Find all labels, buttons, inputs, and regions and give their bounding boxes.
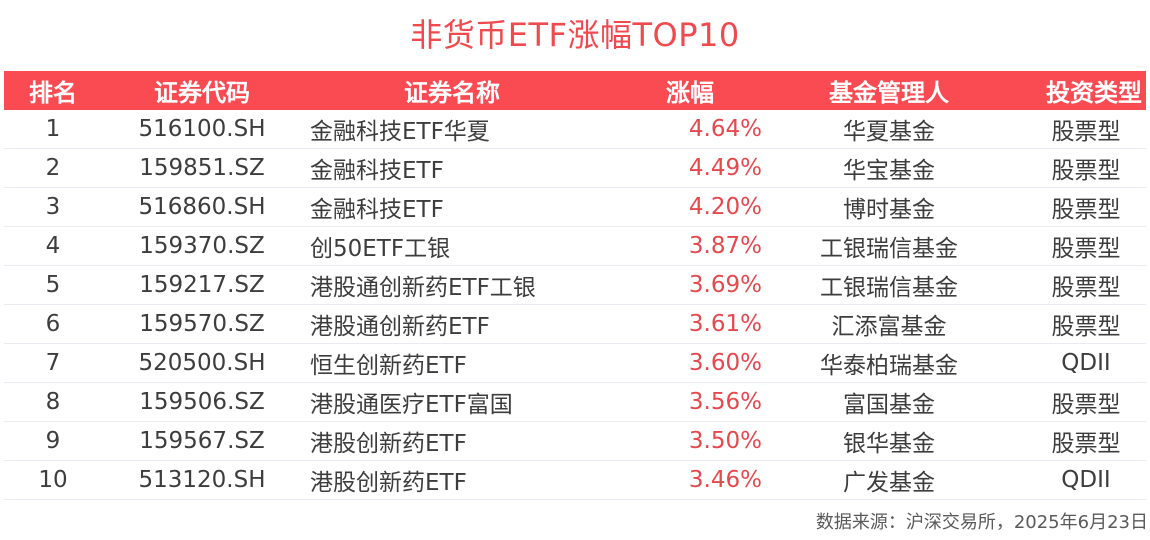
- manager-cell: 华宝基金: [843, 158, 935, 184]
- name-cell: 港股创新药ETF: [310, 431, 467, 457]
- manager-cell: 工银瑞信基金: [820, 275, 958, 301]
- code-cell: 520500.SH: [138, 350, 266, 376]
- name-cell: 金融科技ETF: [310, 158, 444, 184]
- code-cell: 516100.SH: [138, 116, 266, 142]
- name-cell: 港股通创新药ETF: [310, 314, 490, 340]
- change-cell: 4.49%: [688, 155, 762, 181]
- table-row: 9 159567.SZ 港股创新药ETF 3.50% 银华基金 股票型: [4, 422, 1146, 461]
- change-cell: 3.69%: [688, 272, 762, 298]
- code-cell: 513120.SH: [138, 467, 266, 493]
- type-cell: 股票型: [1051, 392, 1121, 418]
- rank-cell: 9: [45, 428, 61, 454]
- code-cell: 159570.SZ: [139, 311, 265, 337]
- type-cell: 股票型: [1051, 197, 1121, 223]
- table-header: 排名 证券代码 证券名称 涨幅 基金管理人 投资类型: [4, 71, 1146, 110]
- name-cell: 创50ETF工银: [310, 236, 451, 262]
- table-row: 8 159506.SZ 港股通医疗ETF富国 3.56% 富国基金 股票型: [4, 383, 1146, 422]
- header-rank: 排名: [29, 79, 77, 107]
- table-row: 6 159570.SZ 港股通创新药ETF 3.61% 汇添富基金 股票型: [4, 305, 1146, 344]
- change-cell: 4.20%: [688, 194, 762, 220]
- header-name: 证券名称: [404, 79, 500, 107]
- type-cell: 股票型: [1051, 158, 1121, 184]
- change-cell: 3.87%: [688, 233, 762, 259]
- change-cell: 3.46%: [688, 467, 762, 493]
- type-cell: 股票型: [1051, 314, 1121, 340]
- change-cell: 4.64%: [688, 116, 762, 142]
- table-row: 10 513120.SH 港股创新药ETF 3.46% 广发基金 QDII: [4, 461, 1146, 500]
- page-title: 非货币ETF涨幅TOP10: [410, 16, 740, 54]
- manager-cell: 广发基金: [843, 470, 935, 496]
- table-row: 3 516860.SH 金融科技ETF 4.20% 博时基金 股票型: [4, 188, 1146, 227]
- code-cell: 159217.SZ: [139, 272, 265, 298]
- header-manager: 基金管理人: [829, 79, 949, 107]
- rank-cell: 4: [45, 233, 61, 259]
- manager-cell: 博时基金: [843, 197, 935, 223]
- code-cell: 159370.SZ: [139, 233, 265, 259]
- rank-cell: 8: [45, 389, 61, 415]
- change-cell: 3.56%: [688, 389, 762, 415]
- rank-cell: 5: [45, 272, 61, 298]
- header-type: 投资类型: [1046, 79, 1142, 107]
- code-cell: 516860.SH: [138, 194, 266, 220]
- rank-cell: 7: [45, 350, 61, 376]
- rank-cell: 3: [45, 194, 61, 220]
- type-cell: QDII: [1061, 467, 1111, 493]
- name-cell: 港股创新药ETF: [310, 470, 467, 496]
- data-source-note: 数据来源：沪深交易所，2025年6月23日: [815, 512, 1148, 533]
- name-cell: 港股通创新药ETF工银: [310, 275, 536, 301]
- code-cell: 159506.SZ: [139, 389, 265, 415]
- table-row: 4 159370.SZ 创50ETF工银 3.87% 工银瑞信基金 股票型: [4, 227, 1146, 266]
- rank-cell: 10: [38, 467, 68, 493]
- change-cell: 3.61%: [688, 311, 762, 337]
- type-cell: 股票型: [1051, 236, 1121, 262]
- table-body: 1 516100.SH 金融科技ETF华夏 4.64% 华夏基金 股票型 2 159851.S…: [4, 110, 1146, 500]
- manager-cell: 汇添富基金: [831, 314, 947, 340]
- manager-cell: 富国基金: [843, 392, 935, 418]
- manager-cell: 华夏基金: [843, 119, 935, 145]
- code-cell: 159567.SZ: [139, 428, 265, 454]
- name-cell: 港股通医疗ETF富国: [310, 392, 513, 418]
- header-code: 证券代码: [154, 79, 250, 107]
- manager-cell: 华泰柏瑞基金: [820, 353, 958, 379]
- table-row: 1 516100.SH 金融科技ETF华夏 4.64% 华夏基金 股票型: [4, 110, 1146, 149]
- table-row: 7 520500.SH 恒生创新药ETF 3.60% 华泰柏瑞基金 QDII: [4, 344, 1146, 383]
- table-row: 2 159851.SZ 金融科技ETF 4.49% 华宝基金 股票型: [4, 149, 1146, 188]
- rank-cell: 1: [45, 116, 61, 142]
- code-cell: 159851.SZ: [139, 155, 265, 181]
- change-cell: 3.50%: [688, 428, 762, 454]
- type-cell: 股票型: [1051, 431, 1121, 457]
- etf-table: 排名 证券代码 证券名称 涨幅 基金管理人 投资类型 1 516100.SH 金融科…: [4, 71, 1146, 500]
- rank-cell: 2: [45, 155, 61, 181]
- name-cell: 金融科技ETF: [310, 197, 444, 223]
- manager-cell: 工银瑞信基金: [820, 236, 958, 262]
- name-cell: 金融科技ETF华夏: [310, 119, 490, 145]
- manager-cell: 银华基金: [843, 431, 935, 457]
- header-change: 涨幅: [666, 79, 714, 107]
- rank-cell: 6: [45, 311, 61, 337]
- type-cell: 股票型: [1051, 275, 1121, 301]
- type-cell: QDII: [1061, 350, 1111, 376]
- change-cell: 3.60%: [688, 350, 762, 376]
- type-cell: 股票型: [1051, 119, 1121, 145]
- table-row: 5 159217.SZ 港股通创新药ETF工银 3.69% 工银瑞信基金 股票型: [4, 266, 1146, 305]
- name-cell: 恒生创新药ETF: [310, 353, 467, 379]
